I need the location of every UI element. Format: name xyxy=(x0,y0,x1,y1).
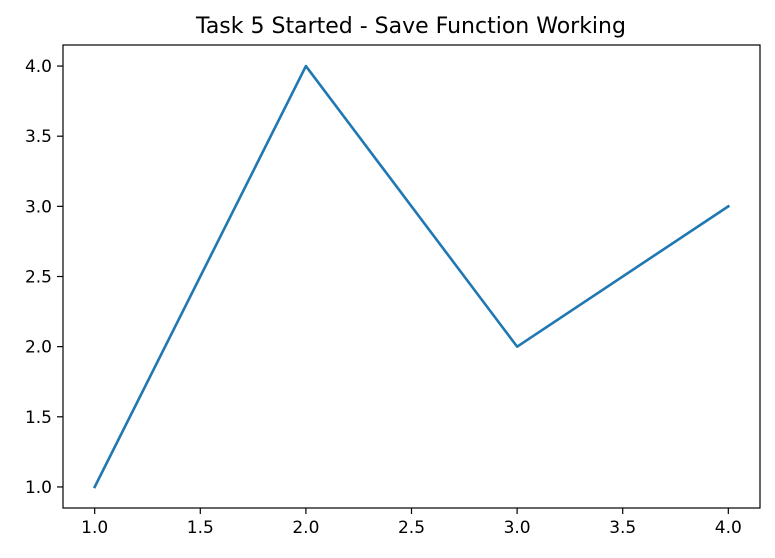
y-tick-label-6: 4.0 xyxy=(25,57,52,77)
x-tick-label-1: 1.5 xyxy=(187,518,214,538)
y-tick-label-0: 1.0 xyxy=(25,478,52,498)
x-tick-label-3: 2.5 xyxy=(398,518,425,538)
chart-title: Task 5 Started - Save Function Working xyxy=(195,14,626,39)
x-tick-label-0: 1.0 xyxy=(81,518,108,538)
x-tick-label-5: 3.5 xyxy=(609,518,636,538)
x-tick-label-6: 4.0 xyxy=(715,518,742,538)
x-tick-label-4: 3.0 xyxy=(504,518,531,538)
y-tick-label-4: 3.0 xyxy=(25,197,52,217)
x-tick-label-2: 2.0 xyxy=(292,518,319,538)
y-tick-label-1: 1.5 xyxy=(25,408,52,428)
y-tick-label-3: 2.5 xyxy=(25,268,52,288)
series-line-0 xyxy=(92,64,731,489)
plot-area: 1.0 1.5 2.0 2.5 3.0 3.5 4.0 1.0 1.5 2.0 2.5 3.0 3.5 4… xyxy=(25,44,761,538)
plot-frame xyxy=(62,44,761,509)
y-tick-label-2: 2.0 xyxy=(25,338,52,358)
y-tick-label-5: 3.5 xyxy=(25,127,52,147)
